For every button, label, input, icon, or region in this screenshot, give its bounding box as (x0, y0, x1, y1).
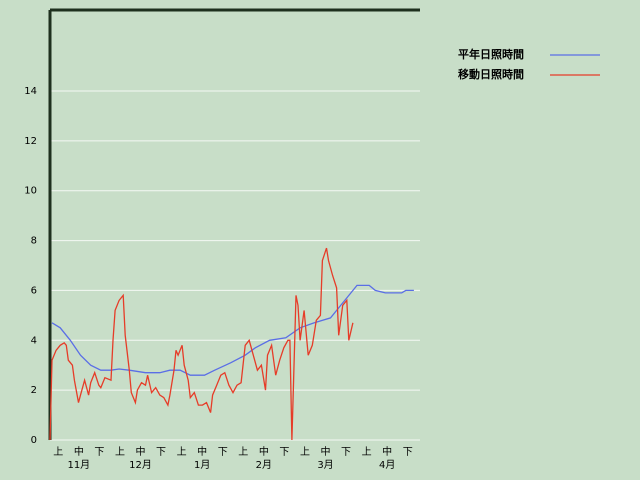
x-tick-label: 下 (341, 447, 351, 458)
x-tick-label: 上 (238, 446, 248, 458)
legend-label: 移動日照時間 (458, 67, 524, 81)
y-tick-label: 6 (31, 285, 37, 296)
x-tick-label: 中 (382, 445, 392, 458)
x-tick-label: 中 (74, 445, 84, 458)
x-tick-label: 下 (156, 447, 166, 458)
month-label: 3月 (317, 459, 333, 471)
y-tick-label: 4 (31, 335, 37, 346)
month-label: 1月 (194, 459, 210, 471)
month-label: 12月 (129, 459, 152, 471)
x-tick-label: 下 (218, 447, 228, 458)
y-tick-label: 14 (24, 86, 37, 97)
x-tick-label: 下 (94, 447, 104, 458)
legend-label: 平年日照時間 (458, 47, 524, 61)
month-label: 2月 (256, 459, 272, 471)
y-tick-label: 10 (24, 186, 37, 197)
x-tick-label: 下 (279, 447, 289, 458)
month-label: 4月 (379, 459, 395, 471)
x-tick-label: 上 (362, 446, 372, 458)
x-tick-label: 中 (136, 445, 146, 458)
y-tick-label: 2 (31, 385, 37, 396)
x-tick-label: 上 (115, 446, 125, 458)
x-tick-label: 上 (177, 446, 187, 458)
x-tick-label: 下 (403, 447, 413, 458)
x-tick-label: 上 (300, 446, 310, 458)
y-tick-label: 0 (31, 435, 37, 446)
x-tick-label: 中 (259, 445, 269, 458)
y-tick-label: 12 (24, 136, 37, 147)
x-tick-label: 中 (321, 445, 331, 458)
series-line (49, 247, 354, 441)
x-tick-label: 上 (53, 446, 63, 458)
x-tick-label: 中 (197, 445, 207, 458)
y-tick-label: 8 (31, 236, 37, 247)
month-label: 11月 (67, 459, 90, 471)
series-line (51, 284, 414, 376)
